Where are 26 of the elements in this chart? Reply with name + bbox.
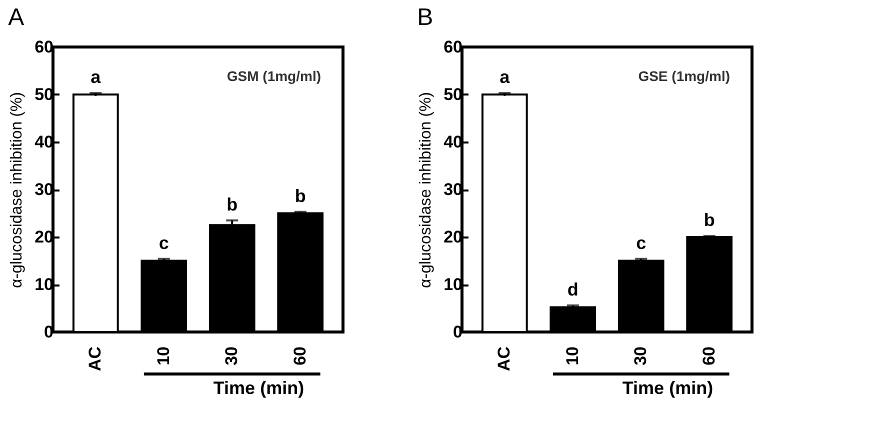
x-tick-label: 60 — [699, 346, 718, 366]
y-tick-label: 60 — [34, 38, 54, 56]
annotation: c — [158, 232, 169, 253]
chart-title: B — [417, 4, 434, 31]
x-tick-label: 10 — [562, 346, 582, 366]
annotation: b — [226, 194, 238, 214]
annotation: GSM (1mg/ml) — [226, 68, 321, 84]
chart-title: A — [8, 4, 24, 31]
x-tick-label: AC — [494, 346, 514, 372]
x-tick-label: 30 — [222, 346, 242, 366]
annotation: a — [90, 67, 102, 88]
annotation: d — [567, 279, 578, 300]
x-tick-label: 30 — [631, 346, 650, 366]
x-tick-label: 60 — [290, 346, 310, 366]
annotation: GSE (1mg/ml) — [638, 68, 730, 84]
annotation: b — [704, 210, 715, 230]
x-tick-label: 10 — [154, 346, 173, 366]
x-tick-label: AC — [86, 346, 105, 372]
annotation: b — [294, 186, 306, 206]
annotation: c — [636, 232, 646, 253]
annotation: a — [500, 67, 511, 88]
y-tick-label: 60 — [444, 38, 462, 56]
x-axis-title: Time (min) — [213, 378, 304, 398]
y-axis-title: α-glucosidase inhibition (%) — [8, 92, 26, 288]
y-axis-title: α-glucosidase inhibition (%) — [418, 92, 435, 288]
x-axis-title: Time (min) — [622, 378, 714, 398]
